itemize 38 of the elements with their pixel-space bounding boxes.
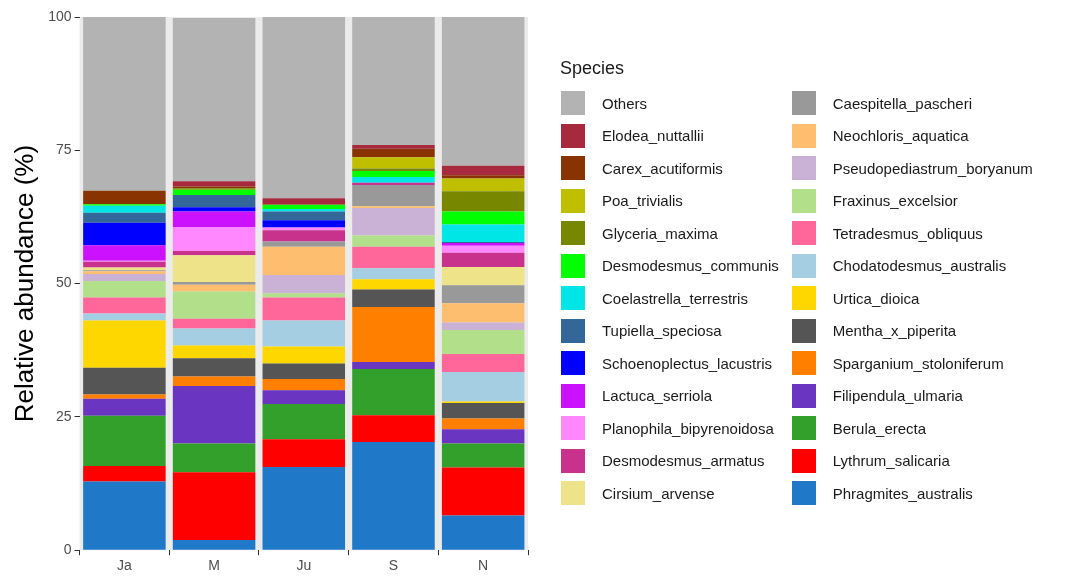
y-tick-label: 100 [48,7,72,24]
legend-label: Lythrum_salicaria [832,452,950,470]
x-tick-label: M [208,557,220,574]
x-tick-label: Ju [296,557,312,574]
y-tick-label: 50 [55,274,72,291]
y-tick-label: 0 [63,541,72,558]
legend-label: Tetradesmus_obliquus [832,224,983,242]
legend-label: Pseudopediastrum_boryanum [832,159,1033,177]
legend-title: Species [560,58,626,79]
legend-label: Carex_acutiformis [602,159,723,177]
legend-label: Schoenoplectus_lacustris [602,354,773,372]
x-tick-label: S [388,557,399,574]
legend-label: Cirsium_arvense [602,484,715,502]
legend-label: Mentha_x_piperita [832,322,957,340]
legend-label: Chodatodesmus_australis [832,257,1007,275]
legend-label: Coelastrella_terrestris [602,289,748,307]
legend-label: Elodea_nuttallii [602,127,704,145]
legend-label: Glyceria_maxima [602,224,718,242]
legend-label: Fraxinus_excelsior [832,192,958,210]
legend-label: Phragmites_australis [832,484,973,502]
legend-label: Desmodesmus_armatus [602,452,765,470]
legend-label: Planophila_bipyrenoidosa [602,419,774,437]
legend-label: Caespitella_pascheri [832,94,972,112]
x-tick-label: Ja [117,557,132,574]
legend-label: Others [602,94,648,112]
y-tick-label: 75 [55,141,72,158]
y-axis-title: Relative abundance (%) [8,144,39,423]
legend-label: Tupiella_speciosa [602,322,722,340]
legend-label: Filipendula_ulmaria [832,387,963,405]
y-tick-label: 25 [55,407,72,424]
x-tick-label: N [478,557,489,574]
legend-label: Desmodesmus_communis [602,257,779,275]
legend-label: Poa_trivialis [602,192,683,210]
legend-label: Neochloris_aquatica [832,127,969,145]
legend-label: Sparganium_stoloniferum [832,354,1004,372]
legend-label: Lactuca_serriola [602,387,713,405]
legend-label: Berula_erecta [832,419,927,437]
legend-label: Urtica_dioica [832,289,920,307]
